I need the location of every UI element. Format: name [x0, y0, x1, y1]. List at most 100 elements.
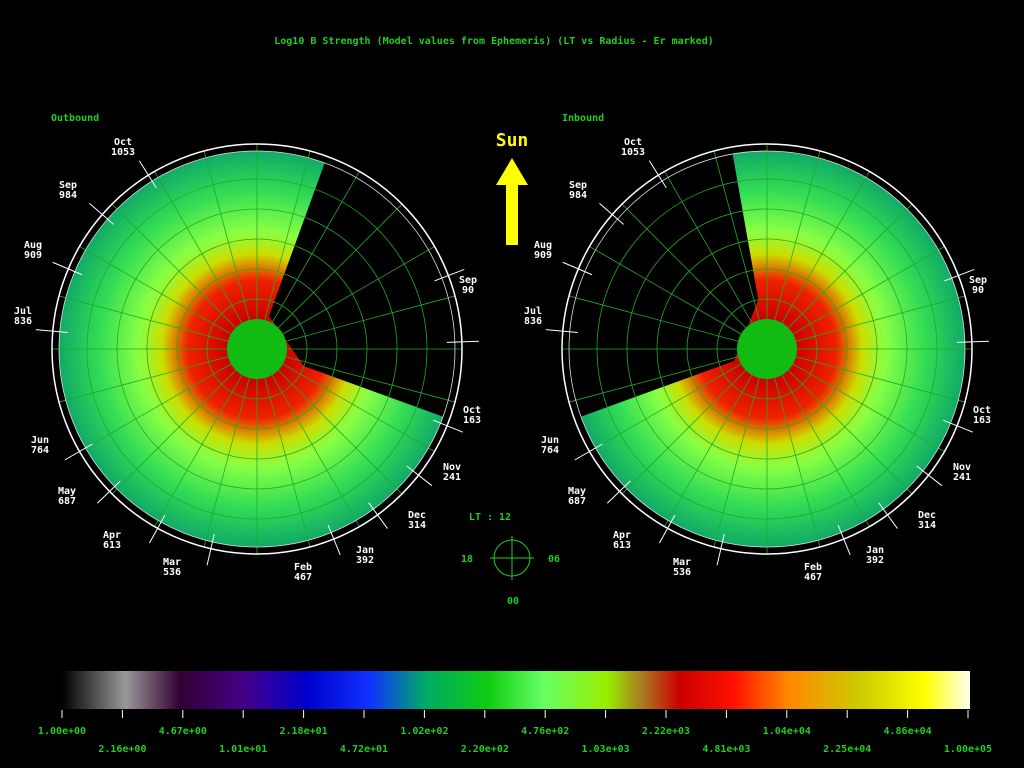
marker-month: Jan — [356, 545, 374, 556]
grid-ray — [111, 203, 237, 329]
marker-month: Aug — [534, 240, 552, 251]
grid-ray — [795, 295, 966, 342]
marker-value: 314 — [408, 520, 426, 531]
grid-ray — [271, 171, 360, 324]
panel-label: Outbound — [51, 113, 99, 124]
marker-tick — [327, 524, 341, 556]
grid-ray — [568, 356, 739, 403]
marker-value: 467 — [294, 572, 312, 583]
marker-month: May — [58, 486, 76, 497]
marker-tick — [658, 514, 676, 544]
grid-ray — [271, 374, 360, 527]
marker-tick — [716, 534, 725, 566]
marker-tick — [206, 534, 215, 566]
colorbar-label: 2.18e+01 — [280, 726, 328, 737]
marker-value: 163 — [973, 415, 991, 426]
marker-value: 764 — [541, 445, 559, 456]
colorbar-label: 2.22e+03 — [642, 726, 690, 737]
grid-ray — [58, 295, 229, 342]
marker-value: 836 — [14, 316, 32, 327]
marker-value: 764 — [31, 445, 49, 456]
marker-tick — [562, 261, 593, 276]
planet — [227, 319, 287, 379]
marker-value: 241 — [443, 472, 461, 483]
colorbar-label: 4.67e+00 — [159, 726, 207, 737]
grid-ray — [787, 369, 913, 495]
marker-value: 1053 — [111, 147, 135, 158]
gap — [268, 161, 457, 418]
grid-ray — [792, 363, 945, 452]
marker-tick — [942, 419, 974, 433]
marker-month: Sep — [59, 180, 77, 191]
marker-value: 536 — [163, 567, 181, 578]
marker-month: Jul — [14, 306, 32, 317]
marker-value: 314 — [918, 520, 936, 531]
marker-value: 984 — [569, 190, 587, 201]
marker-tick — [148, 514, 166, 544]
marker-tick — [545, 329, 578, 333]
panel-label: Inbound — [562, 113, 604, 124]
marker-month: Mar — [163, 557, 181, 568]
grid-ray — [264, 150, 311, 321]
marker-tick — [368, 502, 388, 529]
marker-tick — [446, 340, 479, 343]
marker-value: 909 — [534, 250, 552, 261]
grid-ray — [79, 363, 232, 452]
outer-ring — [561, 143, 973, 555]
marker-month: Dec — [408, 510, 426, 521]
colorbar-label: 4.86e+04 — [884, 726, 932, 737]
colorbar-label: 2.20e+02 — [461, 744, 509, 755]
colorbar-label: 1.00e+00 — [38, 726, 86, 737]
title: Log10 B Strength (Model values from Ephe… — [274, 35, 714, 47]
colorbar-label: 4.72e+01 — [340, 744, 388, 755]
grid-ray — [781, 171, 870, 324]
marker-value: 392 — [356, 555, 374, 566]
marker-value: 467 — [804, 572, 822, 583]
grid-ray — [277, 369, 403, 495]
marker-month: Dec — [918, 510, 936, 521]
compass-label: 18 — [461, 554, 473, 565]
grid-ray — [621, 369, 747, 495]
grid-ray — [111, 369, 237, 495]
marker-month: May — [568, 486, 586, 497]
marker-value: 90 — [972, 285, 984, 296]
grid-ray — [787, 203, 913, 329]
marker-tick — [916, 465, 943, 487]
marker-value: 984 — [59, 190, 77, 201]
marker-value: 90 — [462, 285, 474, 296]
marker-month: Feb — [294, 562, 312, 573]
marker-tick — [432, 419, 464, 433]
marker-month: Oct — [463, 405, 481, 416]
colorbar-label: 4.76e+02 — [521, 726, 569, 737]
marker-month: Aug — [24, 240, 42, 251]
marker-month: Sep — [569, 180, 587, 191]
grid-ray — [589, 246, 742, 335]
compass-label: 00 — [507, 596, 519, 607]
grid-ray — [203, 377, 250, 548]
grid-ray — [781, 374, 870, 527]
planet — [737, 319, 797, 379]
marker-month: Oct — [114, 137, 132, 148]
colorbar-label: 1.03e+03 — [582, 744, 630, 755]
marker-tick — [574, 443, 603, 461]
outer-ring — [58, 150, 456, 548]
marker-month: Jun — [31, 435, 49, 446]
marker-value: 241 — [953, 472, 971, 483]
marker-tick — [606, 480, 631, 504]
marker-month: Nov — [443, 462, 461, 473]
marker-tick — [434, 268, 465, 282]
grid-ray — [795, 356, 966, 403]
marker-month: Sep — [969, 275, 987, 286]
sun-arrow — [496, 158, 528, 245]
grid-ray — [79, 246, 232, 335]
grid-ray — [792, 246, 945, 335]
marker-tick — [35, 329, 68, 333]
grid-ray — [285, 356, 456, 403]
marker-tick — [52, 261, 83, 276]
marker-month: Nov — [953, 462, 971, 473]
grid-ray — [282, 363, 435, 452]
grid-ray — [774, 377, 821, 548]
marker-month: Mar — [673, 557, 691, 568]
marker-month: Oct — [624, 137, 642, 148]
